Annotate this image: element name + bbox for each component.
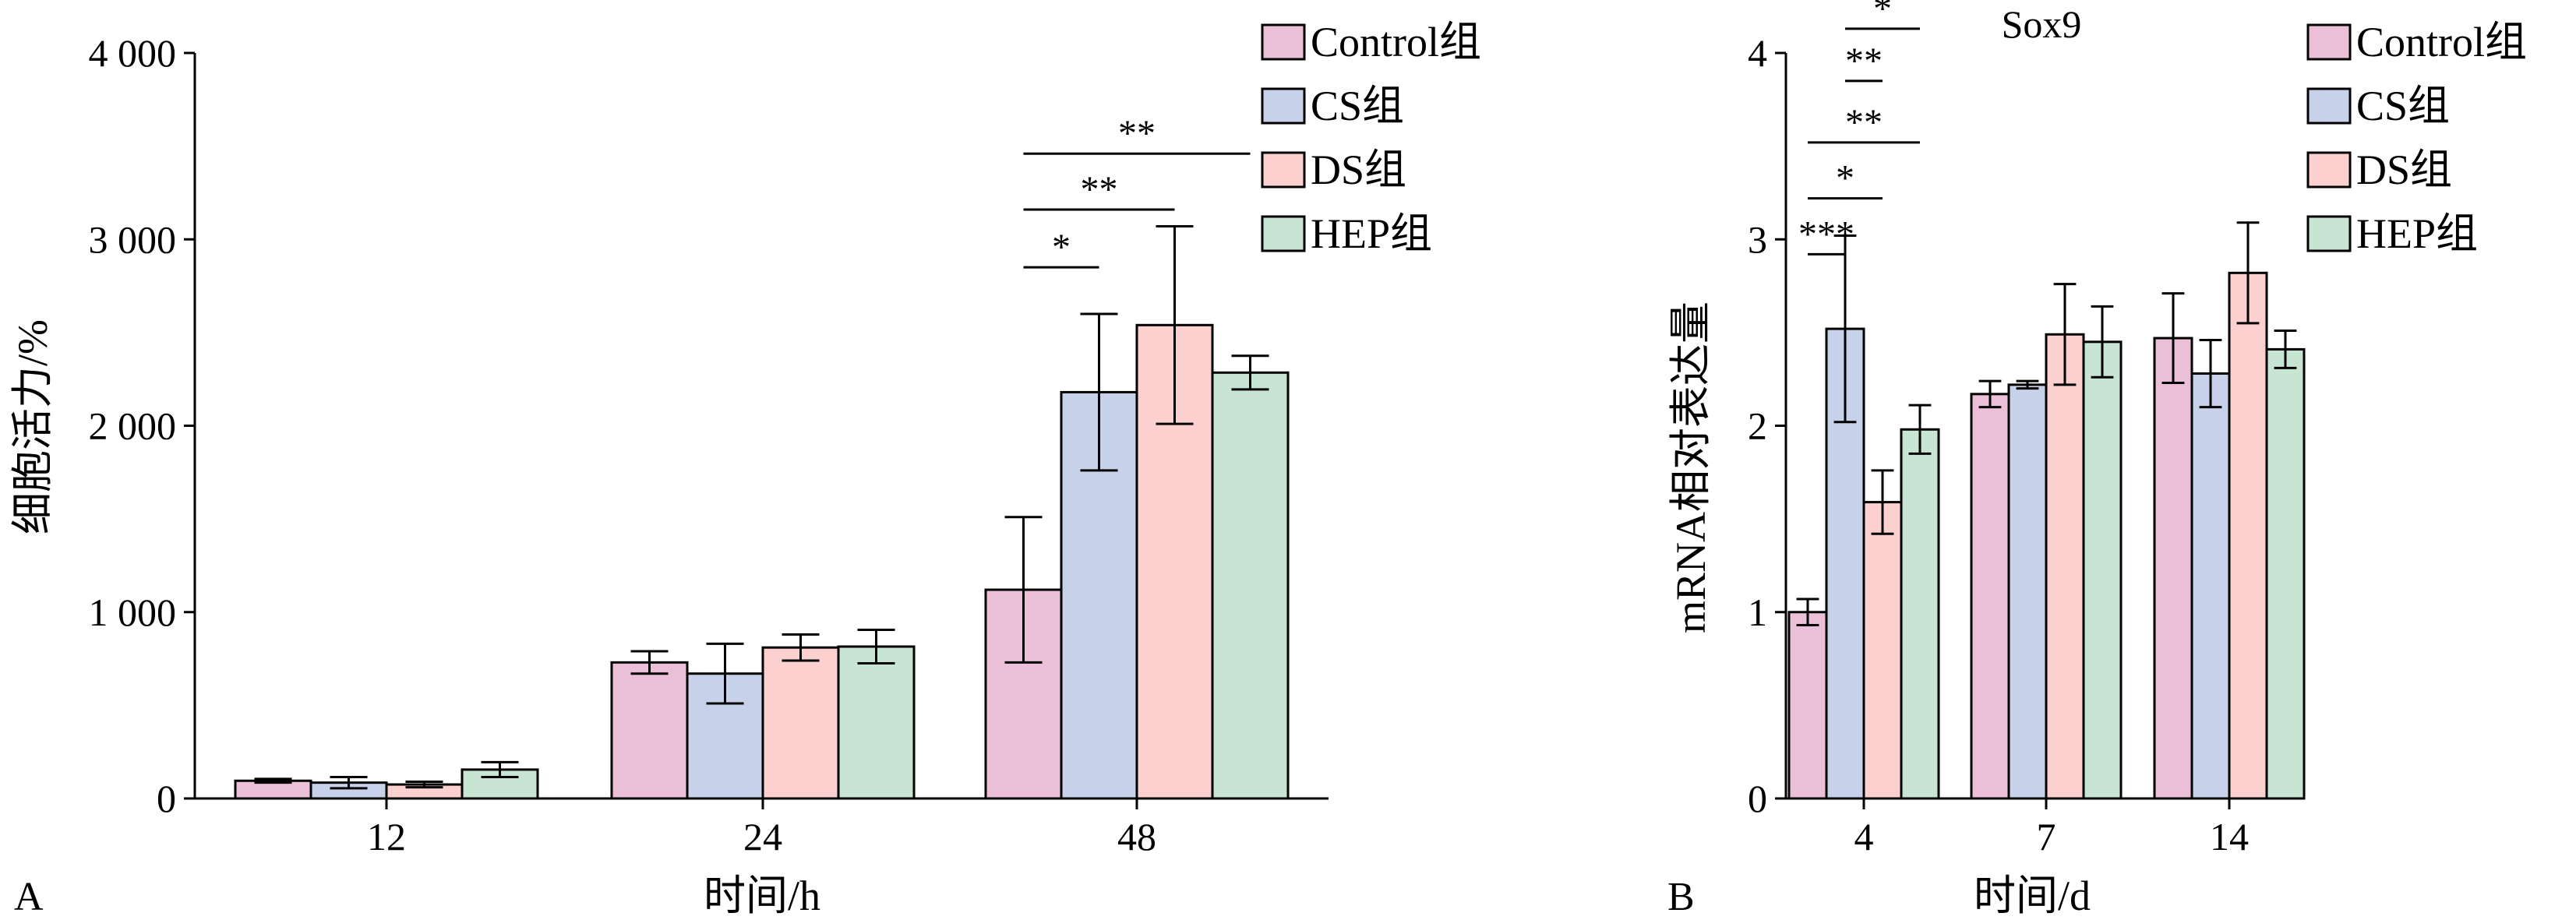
x-axis-title: 时间/h <box>704 872 820 919</box>
x-tick-label: 7 <box>2037 815 2056 858</box>
significance-label: ** <box>1845 41 1883 82</box>
bar <box>2082 340 2123 800</box>
bar <box>1970 393 2010 800</box>
x-tick-label: 4 <box>1854 815 1874 858</box>
y-axis-title: 细胞活力/% <box>9 319 56 534</box>
x-tick-label: 12 <box>367 815 406 858</box>
bar <box>2153 337 2193 800</box>
legend-swatch <box>2306 151 2352 189</box>
significance-label: * <box>1836 158 1854 199</box>
bar <box>1787 611 1828 800</box>
bar <box>2045 333 2085 800</box>
panel-letter: B <box>1667 875 1695 919</box>
panel-letter: A <box>14 875 44 919</box>
bar <box>1900 428 1940 800</box>
legend-label: HEP组 <box>2356 210 2478 257</box>
x-tick-label: 14 <box>2210 815 2249 858</box>
y-tick-label: 1 000 <box>89 590 177 634</box>
legend-label: CS组 <box>1311 83 1404 129</box>
legend-label: Control组 <box>1311 19 1481 65</box>
bar <box>1211 371 1290 800</box>
legend-label: DS组 <box>1311 146 1406 193</box>
bar <box>2007 383 2048 800</box>
legend-label: Control组 <box>2356 19 2527 65</box>
legend-label: DS组 <box>2356 146 2452 193</box>
legend-label: CS组 <box>2356 83 2450 129</box>
significance-label: *** <box>1798 213 1854 255</box>
y-tick-label: 2 000 <box>89 404 177 448</box>
legend-swatch <box>1261 151 1306 189</box>
y-axis-title: mRNA相对表达量 <box>1667 301 1714 633</box>
chart-title: Sox9 <box>2002 2 2082 46</box>
bar <box>2228 271 2268 800</box>
bar <box>761 646 840 800</box>
legend-swatch <box>1261 87 1306 125</box>
bar <box>1862 501 1903 800</box>
x-tick-label: 24 <box>743 815 782 858</box>
legend-swatch <box>2306 215 2352 252</box>
legend-label: HEP组 <box>1311 210 1432 257</box>
bar <box>2190 372 2231 800</box>
y-tick-label: 4 000 <box>89 31 177 75</box>
y-tick-label: 3 000 <box>89 217 177 261</box>
bar <box>2265 347 2306 800</box>
x-tick-label: 48 <box>1117 815 1156 858</box>
x-axis-title: 时间/d <box>1974 872 2091 919</box>
y-tick-label: 1 <box>1748 590 1767 634</box>
bar <box>837 645 916 800</box>
significance-label: ** <box>1118 113 1156 154</box>
legend-swatch <box>2306 87 2352 125</box>
y-tick-label: 0 <box>1748 777 1767 820</box>
significance-label: * <box>1052 227 1071 268</box>
legend-swatch <box>1261 23 1306 61</box>
y-tick-label: 0 <box>157 777 176 820</box>
legend-swatch <box>2306 23 2352 61</box>
y-tick-label: 3 <box>1748 217 1767 261</box>
bar <box>610 661 689 800</box>
significance-label: ** <box>1081 169 1118 210</box>
significance-label: * <box>1873 0 1892 30</box>
y-tick-label: 4 <box>1748 31 1767 75</box>
y-tick-label: 2 <box>1748 404 1767 448</box>
significance-label: ** <box>1845 102 1883 143</box>
legend-swatch <box>1261 215 1306 252</box>
